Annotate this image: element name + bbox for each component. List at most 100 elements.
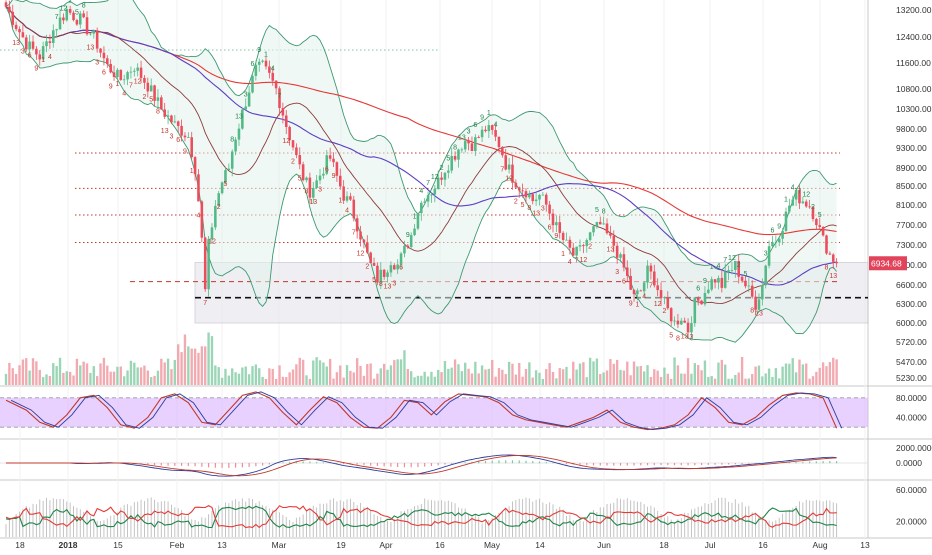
candle-body[interactable]	[413, 229, 416, 236]
candle-body[interactable]	[815, 219, 818, 225]
candle-body[interactable]	[690, 323, 693, 332]
candle-body[interactable]	[174, 121, 177, 122]
candle-body[interactable]	[170, 116, 173, 123]
candle-body[interactable]	[575, 247, 578, 256]
candle-body[interactable]	[700, 301, 703, 305]
candle-body[interactable]	[650, 266, 653, 272]
candle-body[interactable]	[582, 245, 585, 246]
candle-body[interactable]	[187, 137, 190, 138]
candle-body[interactable]	[542, 195, 545, 196]
candle-body[interactable]	[791, 200, 794, 206]
candle-body[interactable]	[22, 32, 25, 37]
candle-body[interactable]	[150, 85, 153, 91]
candle-body[interactable]	[508, 165, 511, 170]
candle-body[interactable]	[525, 191, 528, 197]
candle-body[interactable]	[265, 61, 268, 67]
candle-body[interactable]	[434, 189, 437, 195]
candle-body[interactable]	[79, 13, 82, 24]
candle-body[interactable]	[59, 18, 62, 30]
candle-body[interactable]	[207, 239, 210, 289]
candle-body[interactable]	[25, 37, 28, 49]
candle-body[interactable]	[477, 137, 480, 138]
candle-body[interactable]	[461, 149, 464, 150]
candle-body[interactable]	[204, 238, 207, 290]
candle-body[interactable]	[393, 265, 396, 269]
candle-body[interactable]	[302, 164, 305, 180]
candle-body[interactable]	[113, 72, 116, 77]
candle-body[interactable]	[623, 254, 626, 267]
candle-body[interactable]	[82, 13, 85, 17]
candle-body[interactable]	[103, 53, 106, 59]
candle-body[interactable]	[818, 225, 821, 227]
candle-body[interactable]	[667, 297, 670, 308]
candle-body[interactable]	[450, 156, 453, 171]
candle-body[interactable]	[764, 266, 767, 286]
candle-body[interactable]	[768, 246, 771, 265]
candle-body[interactable]	[143, 78, 146, 83]
candle-body[interactable]	[136, 68, 139, 71]
candle-body[interactable]	[298, 155, 301, 164]
candle-body[interactable]	[656, 285, 659, 290]
candle-body[interactable]	[518, 187, 521, 190]
candle-body[interactable]	[579, 245, 582, 247]
candle-body[interactable]	[673, 321, 676, 322]
candle-body[interactable]	[677, 321, 680, 325]
candle-body[interactable]	[62, 18, 65, 21]
candle-body[interactable]	[153, 85, 156, 100]
candle-body[interactable]	[781, 231, 784, 239]
candle-body[interactable]	[629, 276, 632, 290]
candle-body[interactable]	[835, 262, 838, 263]
candle-body[interactable]	[727, 270, 730, 272]
candle-body[interactable]	[515, 183, 518, 188]
candle-body[interactable]	[282, 108, 285, 116]
adx-panel[interactable]	[6, 497, 837, 537]
candle-body[interactable]	[788, 206, 791, 212]
candle-body[interactable]	[163, 109, 166, 116]
candle-body[interactable]	[754, 297, 757, 310]
candle-body[interactable]	[501, 147, 504, 155]
candle-body[interactable]	[680, 321, 683, 325]
candle-body[interactable]	[96, 30, 99, 48]
candle-body[interactable]	[440, 178, 443, 180]
candle-body[interactable]	[342, 186, 345, 200]
candle-body[interactable]	[352, 200, 355, 219]
candle-body[interactable]	[464, 141, 467, 150]
candle-body[interactable]	[366, 242, 369, 252]
candle-body[interactable]	[373, 263, 376, 266]
candle-body[interactable]	[778, 239, 781, 242]
candle-body[interactable]	[417, 213, 420, 228]
candle-body[interactable]	[309, 178, 312, 198]
candle-body[interactable]	[599, 222, 602, 224]
candle-body[interactable]	[76, 20, 79, 24]
candle-body[interactable]	[45, 41, 48, 46]
candle-body[interactable]	[535, 200, 538, 202]
candle-body[interactable]	[261, 61, 264, 62]
candle-body[interactable]	[116, 70, 119, 77]
candle-body[interactable]	[201, 201, 204, 237]
candle-body[interactable]	[646, 266, 649, 283]
candle-body[interactable]	[484, 130, 487, 131]
candle-body[interactable]	[255, 65, 258, 76]
candle-body[interactable]	[5, 2, 8, 6]
candle-body[interactable]	[822, 227, 825, 235]
candle-body[interactable]	[558, 222, 561, 233]
candle-body[interactable]	[633, 290, 636, 294]
candle-body[interactable]	[332, 159, 335, 163]
candle-body[interactable]	[653, 272, 656, 286]
candle-body[interactable]	[184, 136, 187, 138]
candle-body[interactable]	[130, 72, 133, 73]
candle-body[interactable]	[704, 293, 707, 304]
candle-body[interactable]	[710, 279, 713, 289]
candle-body[interactable]	[231, 151, 234, 168]
candle-body[interactable]	[8, 7, 11, 12]
candle-body[interactable]	[643, 283, 646, 292]
candle-body[interactable]	[349, 196, 352, 199]
candle-body[interactable]	[403, 246, 406, 254]
candle-body[interactable]	[312, 188, 315, 198]
candle-body[interactable]	[197, 174, 200, 201]
candle-body[interactable]	[430, 195, 433, 196]
candle-body[interactable]	[721, 278, 724, 288]
candle-body[interactable]	[251, 76, 254, 93]
